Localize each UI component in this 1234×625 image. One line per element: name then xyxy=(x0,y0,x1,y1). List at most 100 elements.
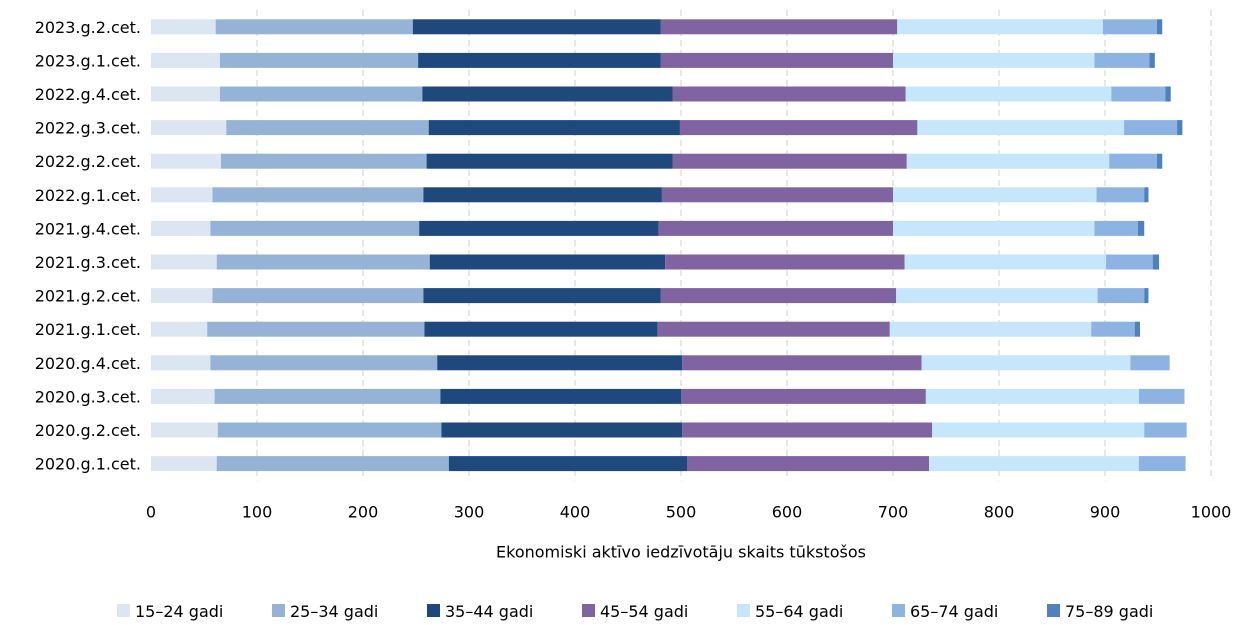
legend-swatch xyxy=(892,604,905,617)
legend-label: 55–64 gadi xyxy=(755,602,843,621)
y-tick-label: 2021.g.1.cet. xyxy=(35,320,141,339)
bar-segment xyxy=(412,19,661,35)
y-tick-label: 2021.g.3.cet. xyxy=(35,253,141,272)
y-tick-label: 2023.g.1.cet. xyxy=(35,51,141,70)
bar-segment xyxy=(428,120,680,136)
bar-segment xyxy=(151,220,211,236)
bar-segment xyxy=(422,86,673,102)
bar-segment xyxy=(893,220,1095,236)
y-tick-label: 2022.g.3.cet. xyxy=(35,119,141,138)
legend-swatch xyxy=(427,604,440,617)
bar-segment xyxy=(921,355,1131,371)
bar-segment xyxy=(219,86,423,102)
x-tick-label: 500 xyxy=(666,502,697,521)
bar-segment xyxy=(215,19,413,35)
y-tick-label: 2021.g.2.cet. xyxy=(35,287,141,306)
bar-segment xyxy=(151,288,213,304)
bar-segment xyxy=(219,52,419,68)
y-tick-label: 2020.g.4.cet. xyxy=(35,354,141,373)
bar-segment xyxy=(660,19,898,35)
bar-segment xyxy=(151,19,216,35)
bar-segment xyxy=(889,321,1092,337)
bar-segment xyxy=(679,120,918,136)
legend-swatch xyxy=(582,604,595,617)
legend-swatch xyxy=(272,604,285,617)
bar-segment xyxy=(226,120,429,136)
bar-segment xyxy=(917,120,1125,136)
x-axis-tick-labels: 0 100 200 300 400 500 600 700 800 900 1000 xyxy=(146,502,1231,521)
bar-segment xyxy=(419,220,659,236)
x-tick-label: 600 xyxy=(772,502,803,521)
y-tick-label: 2020.g.3.cet. xyxy=(35,387,141,406)
bar-segment xyxy=(151,153,221,169)
bar-segment xyxy=(216,254,430,270)
legend: 15–24 gadi 25–34 gadi 35–44 gadi 45–54 gadi… xyxy=(117,602,1153,621)
y-tick-label: 2021.g.4.cet. xyxy=(35,219,141,238)
bar-segment xyxy=(426,153,673,169)
bar-segment xyxy=(151,120,227,136)
bar-segment xyxy=(210,220,420,236)
bar-segment xyxy=(1096,187,1145,203)
bar-segment xyxy=(151,355,211,371)
legend-swatch xyxy=(737,604,750,617)
bar-segment xyxy=(1156,153,1163,169)
x-tick-label: 400 xyxy=(560,502,591,521)
bar-segment xyxy=(1094,52,1150,68)
bar-segment xyxy=(681,388,926,404)
bar-segment xyxy=(151,187,213,203)
bar-segment xyxy=(1124,120,1178,136)
bar-segment xyxy=(1091,321,1135,337)
bar-segment xyxy=(212,187,424,203)
bar-segment xyxy=(929,456,1139,472)
bar-segment xyxy=(1134,321,1140,337)
bar-segment xyxy=(441,422,683,438)
bar-segment xyxy=(1156,19,1163,35)
x-tick-label: 300 xyxy=(454,502,485,521)
legend-label: 15–24 gadi xyxy=(135,602,223,621)
y-tick-label: 2022.g.2.cet. xyxy=(35,152,141,171)
legend-swatch xyxy=(1047,604,1060,617)
bars xyxy=(151,19,1187,472)
y-tick-label: 2022.g.1.cet. xyxy=(35,186,141,205)
bar-segment xyxy=(1144,187,1149,203)
bar-segment xyxy=(207,321,425,337)
bar-segment xyxy=(1130,355,1170,371)
legend-swatch xyxy=(117,604,130,617)
bar-segment xyxy=(660,288,897,304)
bar-segment xyxy=(932,422,1145,438)
bar-segment xyxy=(418,52,661,68)
bar-segment xyxy=(1138,456,1186,472)
bar-segment xyxy=(1094,220,1138,236)
bar-segment xyxy=(424,321,658,337)
bar-segment xyxy=(1102,19,1157,35)
bar-segment xyxy=(904,254,1107,270)
bar-segment xyxy=(1152,254,1160,270)
x-tick-label: 700 xyxy=(878,502,909,521)
bar-segment xyxy=(1149,52,1155,68)
bar-segment xyxy=(1097,288,1145,304)
bar-segment xyxy=(672,86,906,102)
bar-segment xyxy=(896,288,1098,304)
bar-segment xyxy=(665,254,905,270)
bar-segment xyxy=(423,187,662,203)
bar-segment xyxy=(448,456,688,472)
bar-segment xyxy=(217,422,442,438)
x-tick-label: 800 xyxy=(984,502,1015,521)
bar-segment xyxy=(1138,388,1185,404)
y-axis-tick-labels: 2023.g.2.cet. 2023.g.1.cet. 2022.g.4.cet. 2… xyxy=(35,18,141,474)
bar-segment xyxy=(216,456,449,472)
bar-segment xyxy=(658,220,893,236)
legend-label: 25–34 gadi xyxy=(290,602,378,621)
y-tick-label: 2020.g.2.cet. xyxy=(35,421,141,440)
bar-segment xyxy=(893,52,1095,68)
x-tick-label: 900 xyxy=(1090,502,1121,521)
bar-segment xyxy=(214,388,441,404)
y-tick-label: 2020.g.1.cet. xyxy=(35,455,141,474)
bar-segment xyxy=(1109,153,1157,169)
bar-segment xyxy=(1177,120,1183,136)
bar-segment xyxy=(1144,288,1149,304)
x-tick-label: 1000 xyxy=(1191,502,1232,521)
legend-label: 45–54 gadi xyxy=(600,602,688,621)
bar-segment xyxy=(151,52,220,68)
